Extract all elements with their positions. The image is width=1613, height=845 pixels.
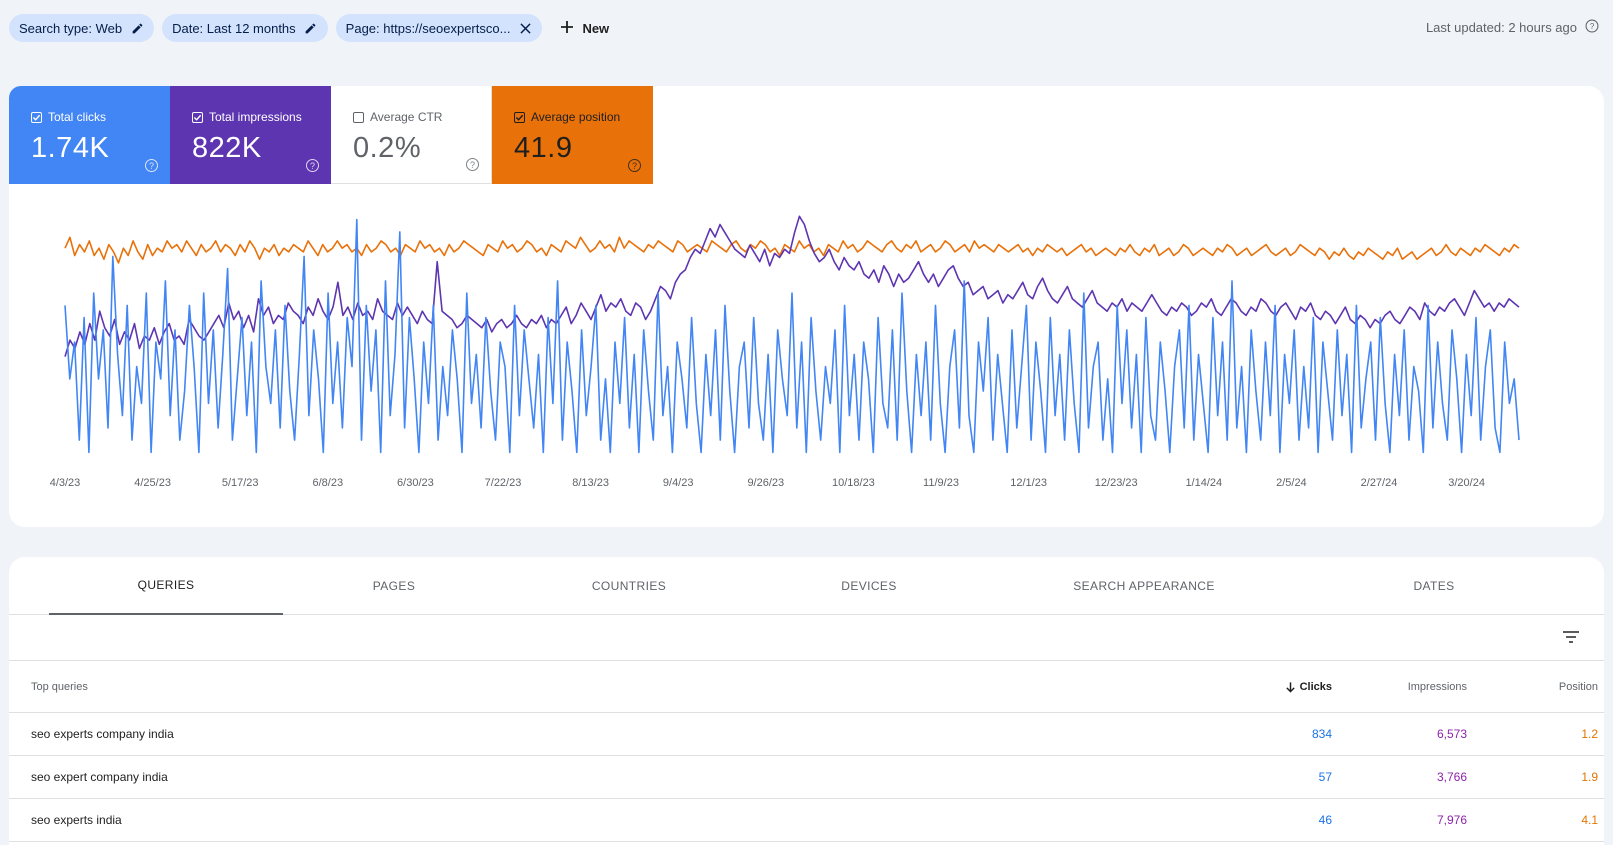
arrow-down-icon — [1285, 681, 1295, 693]
page-filter-label: Page: https://seoexpertsco... — [345, 20, 511, 36]
table-header: Top queries Clicks Impressions Position — [9, 661, 1604, 713]
performance-chart-card: Total clicks 1.74K ? Total impressions 8… — [9, 86, 1604, 527]
table-toolbar — [9, 615, 1604, 661]
position-cell: 1.9 — [1581, 770, 1598, 784]
total-clicks-value: 1.74K — [31, 132, 110, 164]
x-tick-label: 4/3/23 — [50, 477, 81, 489]
new-filter-label: New — [582, 20, 610, 36]
checkbox-unchecked-icon[interactable] — [353, 111, 364, 123]
checkbox-checked-icon[interactable] — [514, 111, 525, 123]
average-position-value: 41.9 — [514, 132, 573, 164]
clicks-cell: 57 — [1318, 770, 1332, 784]
x-tick-label: 2/5/24 — [1276, 477, 1307, 489]
clicks-header-label: Clicks — [1299, 680, 1332, 693]
x-tick-label: 5/17/23 — [222, 477, 259, 489]
x-tick-label: 2/27/24 — [1361, 477, 1398, 489]
svg-text:?: ? — [1590, 22, 1595, 31]
total-clicks-tile[interactable]: Total clicks 1.74K ? — [9, 86, 170, 184]
impressions-cell: 6,573 — [1436, 727, 1467, 741]
x-tick-label: 3/20/24 — [1448, 477, 1485, 489]
tab-dates[interactable]: DATES — [1413, 579, 1455, 593]
x-tick-label: 10/18/23 — [832, 477, 875, 489]
report-tabs: QUERIES PAGES COUNTRIES DEVICES SEARCH A… — [9, 557, 1604, 615]
plus-icon — [560, 20, 574, 37]
average-ctr-tile[interactable]: Average CTR 0.2% ? — [331, 86, 492, 184]
metric-tiles: Total clicks 1.74K ? Total impressions 8… — [9, 86, 653, 184]
tab-pages[interactable]: PAGES — [372, 579, 416, 593]
average-ctr-value: 0.2% — [353, 132, 422, 164]
x-tick-label: 12/23/23 — [1095, 477, 1138, 489]
impressions-cell: 7,976 — [1436, 813, 1467, 827]
search-type-filter-chip[interactable]: Search type: Web — [9, 14, 155, 42]
position-cell: 1.2 — [1581, 727, 1598, 741]
x-tick-label: 9/4/23 — [663, 477, 694, 489]
checkbox-checked-icon[interactable] — [192, 111, 203, 123]
x-tick-label: 7/22/23 — [485, 477, 522, 489]
query-cell: seo experts india — [31, 813, 122, 827]
help-icon[interactable]: ? — [145, 159, 158, 172]
query-cell: seo expert company india — [31, 770, 168, 784]
tab-queries[interactable]: QUERIES — [49, 557, 283, 615]
last-updated: Last updated: 2 hours ago ? — [1426, 19, 1599, 36]
impressions-header[interactable]: Impressions — [1407, 680, 1467, 693]
clicks-header[interactable]: Clicks — [1285, 661, 1332, 712]
edit-icon[interactable] — [304, 21, 318, 35]
new-filter-button[interactable]: New — [550, 14, 619, 42]
table-row[interactable]: seo experts india 46 7,976 4.1 — [9, 799, 1604, 842]
edit-icon[interactable] — [130, 21, 144, 35]
average-position-label: Average position — [531, 110, 621, 124]
date-filter-chip[interactable]: Date: Last 12 months — [162, 14, 328, 42]
series-line-average-position — [64, 236, 1520, 264]
total-impressions-label: Total impressions — [209, 110, 302, 124]
x-tick-label: 1/14/24 — [1185, 477, 1222, 489]
clicks-cell: 46 — [1318, 813, 1332, 827]
help-icon[interactable]: ? — [306, 159, 319, 172]
table-row[interactable]: seo expert company india 57 3,766 1.9 — [9, 756, 1604, 799]
x-tick-label: 11/9/23 — [923, 477, 959, 489]
table-row[interactable]: seo experts company india 834 6,573 1.2 — [9, 713, 1604, 756]
report-table-card: QUERIES PAGES COUNTRIES DEVICES SEARCH A… — [9, 557, 1604, 845]
performance-line-chart[interactable]: 4/3/23 4/25/23 5/17/23 6/8/23 6/30/23 7/22/23… — [9, 184, 1604, 527]
last-updated-text: Last updated: 2 hours ago — [1425, 20, 1577, 35]
filter-bar: Search type: Web Date: Last 12 months Pa… — [9, 14, 619, 42]
total-impressions-value: 822K — [192, 132, 262, 164]
filter-icon[interactable] — [1562, 629, 1580, 645]
tab-devices[interactable]: DEVICES — [841, 579, 897, 593]
top-queries-header[interactable]: Top queries — [31, 680, 88, 693]
x-tick-label: 12/1/23 — [1010, 477, 1047, 489]
help-icon[interactable]: ? — [1585, 19, 1599, 36]
total-impressions-tile[interactable]: Total impressions 822K ? — [170, 86, 331, 184]
clicks-cell: 834 — [1311, 727, 1332, 741]
x-tick-label: 4/25/23 — [134, 477, 171, 489]
x-tick-label: 6/8/23 — [313, 477, 344, 489]
tab-countries[interactable]: COUNTRIES — [591, 579, 667, 593]
series-line-total-impressions — [64, 215, 1520, 357]
tab-search-appearance[interactable]: SEARCH APPEARANCE — [1073, 579, 1215, 593]
checkbox-checked-icon[interactable] — [31, 111, 42, 123]
query-cell: seo experts company india — [31, 727, 174, 741]
close-icon[interactable] — [518, 21, 532, 35]
x-tick-label: 8/13/23 — [572, 477, 609, 489]
page-filter-chip[interactable]: Page: https://seoexpertsco... — [335, 14, 543, 42]
help-icon[interactable]: ? — [466, 158, 479, 171]
x-tick-label: 6/30/23 — [397, 477, 434, 489]
position-cell: 4.1 — [1581, 813, 1598, 827]
average-ctr-label: Average CTR — [370, 110, 443, 124]
date-filter-label: Date: Last 12 months — [172, 20, 296, 36]
total-clicks-label: Total clicks — [48, 110, 107, 124]
series-line-total-clicks — [64, 218, 1520, 454]
x-tick-label: 9/26/23 — [747, 477, 784, 489]
position-header[interactable]: Position — [1558, 680, 1598, 693]
help-icon[interactable]: ? — [628, 159, 641, 172]
search-type-filter-label: Search type: Web — [19, 20, 123, 36]
average-position-tile[interactable]: Average position 41.9 ? — [492, 86, 653, 184]
impressions-cell: 3,766 — [1436, 770, 1467, 784]
